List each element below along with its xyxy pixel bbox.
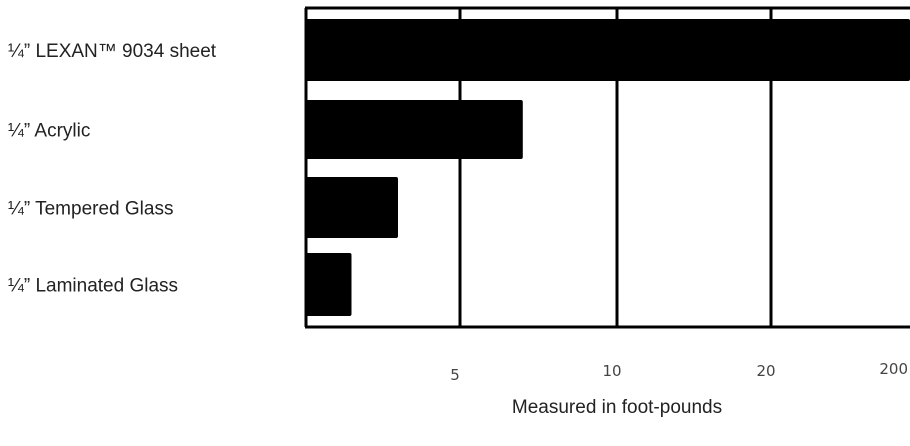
category-label-4: ¼” Laminated Glass	[8, 276, 178, 297]
bar-3	[305, 177, 398, 238]
bar-1	[305, 19, 910, 81]
bar-2	[305, 100, 523, 159]
tick-label-20: 20	[756, 362, 775, 380]
tick-label-200: 200	[879, 360, 908, 378]
bar-4	[305, 253, 352, 316]
tick-label-5: 5	[450, 366, 460, 384]
plot-frame	[304, 6, 910, 329]
x-tick-labels: 5 10 20 200	[450, 360, 908, 384]
category-label-2: ¼” Acrylic	[8, 121, 90, 142]
category-label-3: ¼” Tempered Glass	[8, 199, 173, 220]
bar-layer	[305, 19, 910, 316]
x-axis-title: Measured in foot-pounds	[512, 397, 722, 418]
category-label-1: ¼” LEXAN™ 9034 sheet	[8, 41, 217, 62]
tick-label-10: 10	[602, 362, 621, 380]
category-labels: ¼” LEXAN™ 9034 sheet ¼” Acrylic ¼” Tempere…	[8, 41, 217, 297]
